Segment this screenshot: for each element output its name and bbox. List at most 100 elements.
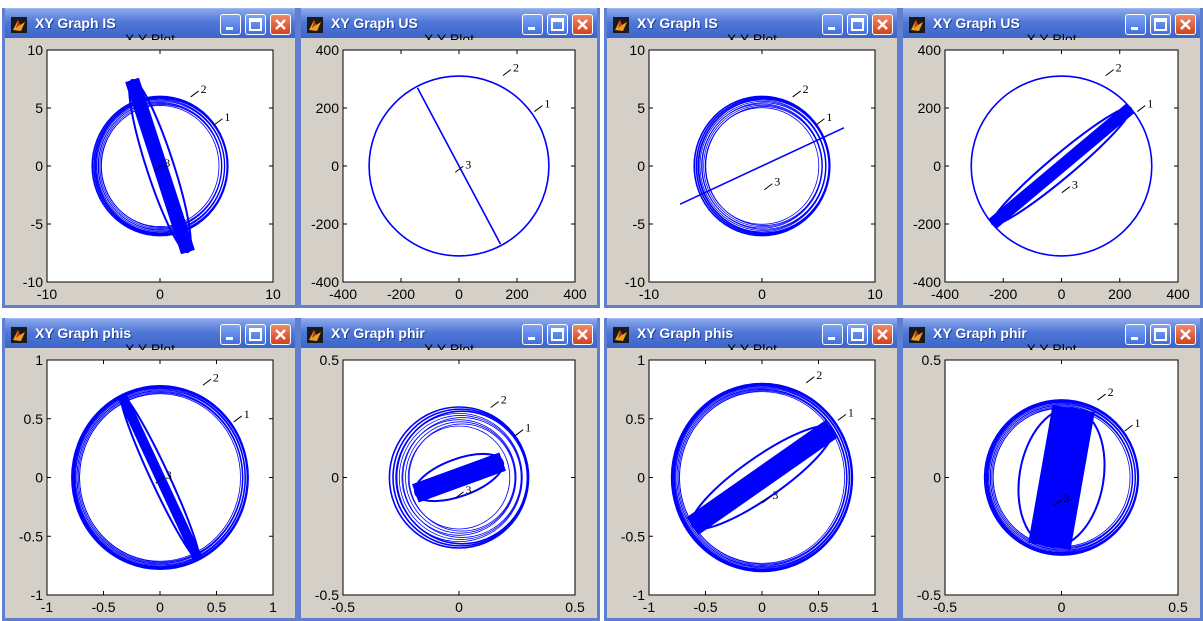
title-bar[interactable]: XY Graph phir bbox=[903, 318, 1200, 349]
maximize-button[interactable] bbox=[245, 14, 266, 35]
close-button[interactable] bbox=[1175, 324, 1196, 345]
trajectory-line bbox=[412, 453, 500, 487]
window-xy-graph-us-left[interactable]: XY Graph US -400 -200 0 200 400 400 200 0 -200 -4… bbox=[298, 8, 600, 308]
window-xy-graph-phir-right[interactable]: XY Graph phir -0.5 0 0.5 0.5 0 -0.5 1 2 3 X Y Pl… bbox=[900, 318, 1203, 621]
title-bar[interactable]: XY Graph IS bbox=[5, 8, 295, 39]
trajectory-line bbox=[137, 78, 194, 251]
y-tick-label: 0.5 bbox=[922, 352, 942, 368]
minimize-button[interactable] bbox=[522, 324, 543, 345]
curve-label-leader bbox=[1136, 105, 1146, 112]
close-button[interactable] bbox=[270, 324, 291, 345]
title-bar[interactable]: XY Graph phis bbox=[5, 318, 295, 349]
trajectory-line bbox=[1040, 407, 1066, 545]
trajectory-line bbox=[413, 455, 501, 489]
trajectory-line bbox=[697, 436, 837, 534]
window-title: XY Graph US bbox=[331, 15, 418, 31]
trajectory-line bbox=[416, 463, 504, 497]
title-bar[interactable]: XY Graph US bbox=[301, 8, 597, 39]
trajectory-line bbox=[693, 430, 834, 529]
minimize-button[interactable] bbox=[1125, 14, 1146, 35]
trajectory-line bbox=[123, 394, 201, 559]
close-button[interactable] bbox=[1175, 14, 1196, 35]
window-xy-graph-phis-right[interactable]: XY Graph phis -1 -0.5 0 0.5 1 1 0.5 0 -0.5 -1 1 2 3 … bbox=[604, 318, 900, 621]
close-button[interactable] bbox=[270, 14, 291, 35]
window-xy-graph-us-right[interactable]: XY Graph US -400 -200 0 200 400 400 200 0 -200 -4… bbox=[900, 8, 1203, 308]
y-tick-label: -0.5 bbox=[315, 587, 339, 603]
matlab-logo-icon bbox=[909, 327, 925, 343]
curve-label: 1 bbox=[544, 97, 550, 111]
trajectory-line bbox=[1056, 409, 1082, 548]
trajectory-line bbox=[1066, 411, 1092, 550]
close-button[interactable] bbox=[572, 14, 593, 35]
trajectory-line bbox=[995, 111, 1135, 229]
trajectory-line bbox=[128, 81, 185, 254]
trajectory-line bbox=[1054, 409, 1080, 548]
matlab-logo-icon bbox=[613, 327, 629, 343]
trajectory-line bbox=[125, 81, 183, 255]
title-bar[interactable]: XY Graph IS bbox=[607, 8, 897, 39]
trajectory-ring bbox=[402, 417, 522, 538]
curve-label-leader bbox=[490, 401, 500, 408]
y-tick-label: 0 bbox=[331, 158, 339, 174]
trajectory-line bbox=[993, 109, 1133, 227]
trajectory-line bbox=[138, 77, 195, 251]
trajectory-line bbox=[416, 465, 505, 499]
window-xy-graph-is-left[interactable]: XY Graph IS -10 0 10 10 5 0 -5 -10 1 2 3 X Y Plot bbox=[2, 8, 298, 308]
trajectory-ring bbox=[697, 98, 830, 234]
minimize-button[interactable] bbox=[220, 14, 241, 35]
x-tick-label: -1 bbox=[41, 599, 54, 615]
plot-title: X Y Plot bbox=[726, 32, 778, 40]
maximize-button[interactable] bbox=[847, 324, 868, 345]
trajectory-line bbox=[1039, 406, 1065, 545]
y-tick-label: -10 bbox=[23, 274, 43, 290]
title-bar[interactable]: XY Graph phir bbox=[301, 318, 597, 349]
minimize-button[interactable] bbox=[822, 14, 843, 35]
trajectory-ring bbox=[701, 102, 826, 230]
maximize-button[interactable] bbox=[1150, 14, 1171, 35]
y-tick-label: 400 bbox=[316, 42, 340, 58]
trajectory-line bbox=[1046, 408, 1072, 547]
minimize-button[interactable] bbox=[1125, 324, 1146, 345]
maximize-button[interactable] bbox=[547, 324, 568, 345]
title-bar[interactable]: XY Graph phis bbox=[607, 318, 897, 349]
trajectory-line bbox=[416, 465, 505, 498]
maximize-button[interactable] bbox=[1150, 324, 1171, 345]
minimize-button[interactable] bbox=[822, 324, 843, 345]
close-button[interactable] bbox=[572, 324, 593, 345]
xy-plot: -400 -200 0 200 400 400 200 0 -200 -400 1 2 3 bbox=[311, 42, 587, 302]
maximize-button[interactable] bbox=[245, 324, 266, 345]
plot-area: -400 -200 0 200 400 400 200 0 -200 -400 1 2 3 bbox=[903, 38, 1200, 305]
trajectory-line bbox=[1048, 408, 1074, 547]
trajectory-line bbox=[695, 433, 836, 532]
curve-label: 2 bbox=[803, 82, 809, 96]
y-tick-label: -1 bbox=[633, 587, 646, 603]
trajectory-line bbox=[417, 467, 506, 501]
close-button[interactable] bbox=[872, 324, 893, 345]
x-tick-label: -200 bbox=[387, 286, 415, 302]
trajectory-line bbox=[413, 456, 502, 490]
curve-label: 3 bbox=[166, 468, 172, 482]
trajectory-series bbox=[679, 95, 845, 237]
trajectory-line bbox=[1057, 410, 1083, 548]
trajectory-line bbox=[124, 393, 202, 559]
window-xy-graph-is-right[interactable]: XY Graph IS -10 0 10 10 5 0 -5 -10 1 2 3 X Y Plot bbox=[604, 8, 900, 308]
window-xy-graph-phis-left[interactable]: XY Graph phis -1 -0.5 0 0.5 1 1 0.5 0 -0.5 -1 1 2 3 … bbox=[2, 318, 298, 621]
plot-title: X Y Plot bbox=[423, 342, 475, 350]
plot-area: -10 0 10 10 5 0 -5 -10 1 2 3 bbox=[5, 38, 295, 305]
close-button[interactable] bbox=[872, 14, 893, 35]
curve-label-leader bbox=[534, 105, 543, 112]
trajectory-line bbox=[418, 469, 506, 503]
title-bar[interactable]: XY Graph US bbox=[903, 8, 1200, 39]
window-xy-graph-phir-left[interactable]: XY Graph phir -0.5 0 0.5 0.5 0 -0.5 1 2 3 X Y Pl… bbox=[298, 318, 600, 621]
maximize-button[interactable] bbox=[547, 14, 568, 35]
trajectory-line bbox=[1048, 408, 1074, 547]
trajectory-line bbox=[1039, 406, 1065, 545]
trajectory-line bbox=[687, 421, 827, 520]
y-tick-label: -200 bbox=[913, 216, 941, 232]
minimize-button[interactable] bbox=[522, 14, 543, 35]
trajectory-ring bbox=[79, 393, 241, 562]
minimize-button[interactable] bbox=[220, 324, 241, 345]
maximize-button[interactable] bbox=[847, 14, 868, 35]
trajectory-line bbox=[1055, 409, 1081, 548]
trajectory-line bbox=[694, 431, 835, 530]
